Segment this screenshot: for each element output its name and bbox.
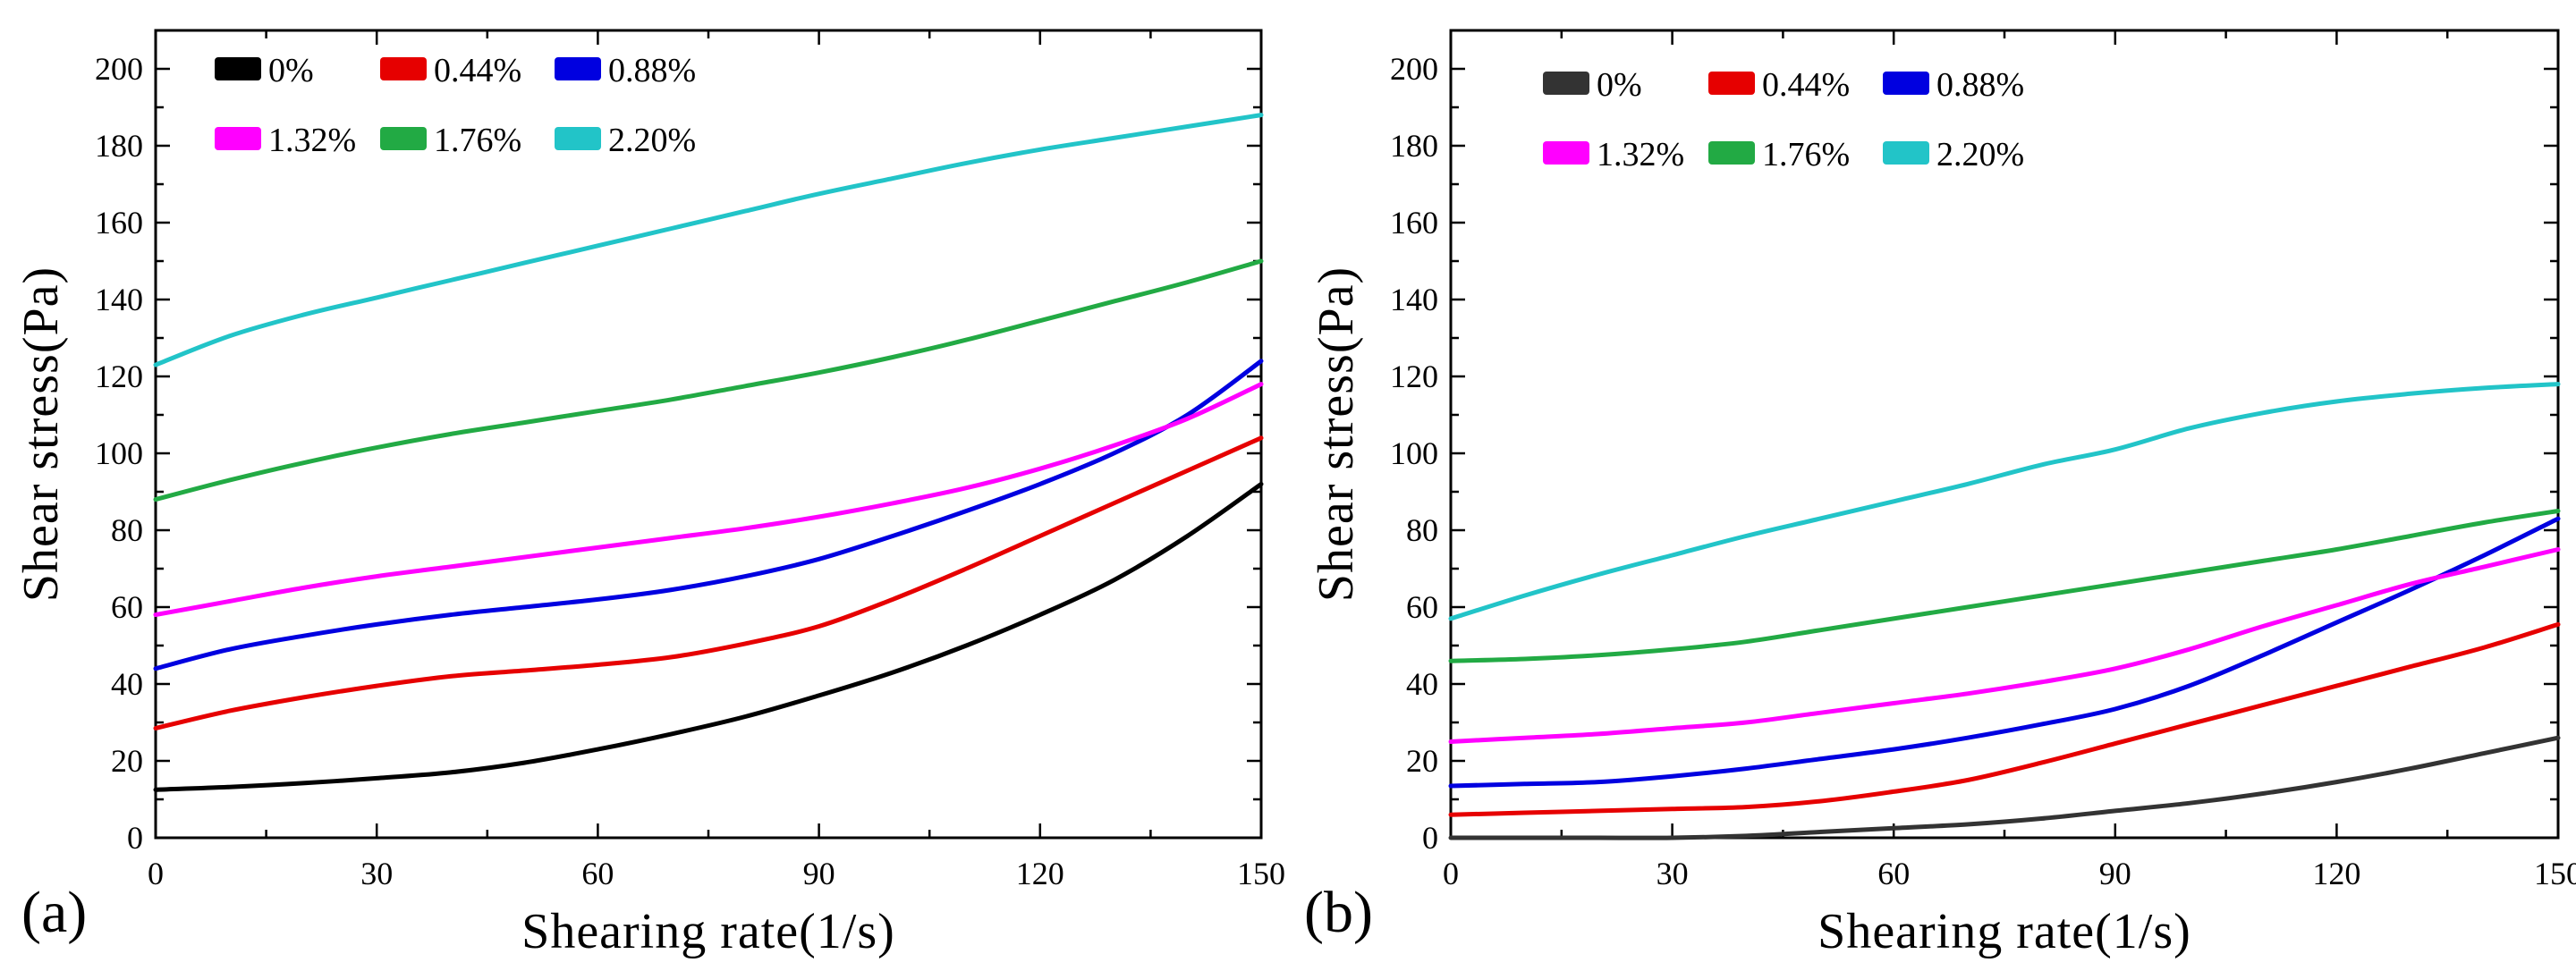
- panel-label-a: (a): [21, 880, 87, 945]
- panel-b: (b) 0 30 60 90 120 150 0 20 40 60 80 100 120 140 160 18…: [1304, 29, 2576, 959]
- legend-label: 2.20%: [1936, 136, 2024, 173]
- legend-label: 1.76%: [434, 122, 521, 159]
- y-tick-label: 120: [1390, 359, 1438, 394]
- panel-label-b: (b): [1304, 880, 1373, 945]
- y-tick-label: 40: [1406, 666, 1438, 702]
- x-tick-label: 150: [1237, 856, 1285, 891]
- panel-a: (a) 0 30 60 90 120 150 0 20 40 60 80 100 120 140 160 18…: [13, 29, 1285, 959]
- series-line: [153, 258, 1264, 502]
- legend-swatch: [555, 57, 601, 80]
- series-line: [153, 113, 1264, 367]
- series-line: [153, 435, 1264, 730]
- legend-swatch: [1543, 72, 1589, 95]
- x-tick-label: 150: [2534, 856, 2576, 891]
- legend-swatch: [1708, 72, 1755, 95]
- x-tick-label: 0: [1443, 856, 1459, 891]
- x-tick-label: 120: [1016, 856, 1064, 891]
- y-tick-label: 60: [111, 589, 143, 625]
- y-tick-label: 200: [95, 51, 143, 87]
- legend-swatch: [380, 57, 427, 80]
- legend-label: 0%: [1597, 66, 1642, 104]
- y-tick-label: 60: [1406, 589, 1438, 625]
- series-line: [1448, 735, 2561, 840]
- x-tick-label: 90: [2099, 856, 2131, 891]
- x-tick-label: 30: [360, 856, 393, 891]
- legend-label: 2.20%: [608, 122, 696, 159]
- y-tick-label: 20: [111, 743, 143, 779]
- series-line: [1448, 621, 2561, 817]
- legend-swatch: [1883, 72, 1929, 95]
- y-tick-label: 120: [95, 359, 143, 394]
- y-tick-label: 80: [111, 512, 143, 548]
- legend-swatch: [555, 127, 601, 150]
- legend-swatch: [215, 57, 261, 80]
- y-tick-label: 40: [111, 666, 143, 702]
- series-line: [153, 359, 1264, 671]
- legend-swatch: [215, 127, 261, 150]
- y-axis-title: Shear stress(Pa): [13, 266, 69, 602]
- y-tick-label: 100: [95, 435, 143, 471]
- x-tick-label: 0: [148, 856, 164, 891]
- series-line: [1448, 509, 2561, 663]
- x-tick-label: 90: [803, 856, 835, 891]
- legend-label: 1.76%: [1762, 136, 1850, 173]
- legend-swatch: [380, 127, 427, 150]
- y-tick-label: 140: [95, 282, 143, 317]
- x-axis-title: Shearing rate(1/s): [521, 904, 895, 959]
- legend-label: 0%: [268, 52, 314, 89]
- y-tick-label: 200: [1390, 51, 1438, 87]
- legend-swatch: [1883, 141, 1929, 165]
- x-axis-title: Shearing rate(1/s): [1818, 904, 2191, 959]
- series-line: [1448, 516, 2561, 789]
- series-line: [1448, 547, 2561, 744]
- y-axis-title: Shear stress(Pa): [1309, 266, 1364, 602]
- legend-label: 0.88%: [1936, 66, 2024, 104]
- y-tick-label: 180: [1390, 128, 1438, 164]
- y-tick-label: 160: [1390, 205, 1438, 241]
- y-tick-label: 0: [127, 820, 143, 856]
- legend-swatch: [1708, 141, 1755, 165]
- legend-label: 0.88%: [608, 52, 696, 89]
- x-tick-label: 120: [2312, 856, 2360, 891]
- series-line: [1448, 382, 2561, 621]
- x-tick-label: 60: [1877, 856, 1910, 891]
- y-tick-label: 160: [95, 205, 143, 241]
- legend-label: 1.32%: [1597, 136, 1684, 173]
- legend-label: 1.32%: [268, 122, 356, 159]
- legend-label: 0.44%: [1762, 66, 1850, 104]
- x-tick-label: 60: [581, 856, 614, 891]
- y-tick-label: 100: [1390, 435, 1438, 471]
- y-tick-label: 0: [1422, 820, 1438, 856]
- y-tick-label: 180: [95, 128, 143, 164]
- y-tick-label: 140: [1390, 282, 1438, 317]
- y-tick-label: 80: [1406, 512, 1438, 548]
- series-line: [153, 382, 1264, 618]
- series-line: [153, 481, 1264, 792]
- y-tick-label: 20: [1406, 743, 1438, 779]
- legend-label: 0.44%: [434, 52, 521, 89]
- x-tick-label: 30: [1657, 856, 1689, 891]
- legend-swatch: [1543, 141, 1589, 165]
